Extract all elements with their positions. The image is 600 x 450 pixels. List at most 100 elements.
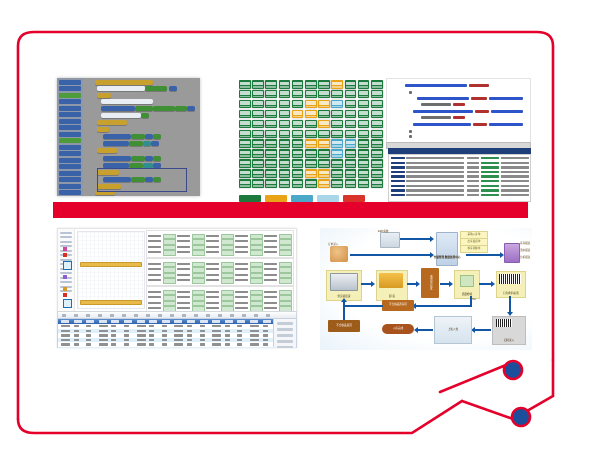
status-cell[interactable] <box>252 99 264 109</box>
status-cell[interactable] <box>371 80 383 89</box>
form-field-value[interactable] <box>221 267 234 273</box>
code-block[interactable] <box>131 156 145 161</box>
data-table[interactable] <box>57 318 297 348</box>
gantt-chart-grid[interactable] <box>77 231 145 309</box>
status-cell[interactable] <box>239 89 251 99</box>
status-cell[interactable] <box>252 129 264 139</box>
status-cell[interactable] <box>344 149 357 158</box>
code-block[interactable] <box>153 134 161 139</box>
form-field-value[interactable] <box>163 278 176 284</box>
status-cell[interactable] <box>239 149 251 158</box>
status-cell[interactable] <box>331 179 343 188</box>
status-cell[interactable] <box>318 159 330 168</box>
form-field-value[interactable] <box>192 250 205 256</box>
status-cell[interactable] <box>239 159 251 168</box>
code-block[interactable] <box>145 156 153 161</box>
code-block[interactable] <box>131 134 145 139</box>
palette-item[interactable] <box>59 138 81 143</box>
toolbar-button[interactable] <box>182 313 186 317</box>
status-cell[interactable] <box>278 129 291 139</box>
status-cell[interactable] <box>318 139 330 148</box>
status-cell[interactable] <box>357 109 370 119</box>
status-cell[interactable] <box>291 99 304 109</box>
toolbar-button[interactable] <box>194 313 198 317</box>
status-cell[interactable] <box>252 169 264 178</box>
status-cell[interactable] <box>305 169 317 178</box>
status-cell[interactable] <box>371 129 383 139</box>
form-field-value[interactable] <box>250 295 263 301</box>
code-block[interactable] <box>97 127 109 132</box>
palette-item[interactable] <box>59 183 81 189</box>
form-field-value[interactable] <box>163 239 176 245</box>
status-cell[interactable] <box>344 89 357 99</box>
status-cell[interactable] <box>344 109 357 119</box>
code-block[interactable] <box>153 156 161 161</box>
status-cell[interactable] <box>331 129 343 139</box>
status-cell[interactable] <box>371 89 383 99</box>
status-cell[interactable] <box>357 89 370 99</box>
status-cell[interactable] <box>265 179 277 188</box>
code-block[interactable] <box>103 156 131 161</box>
toolbar-button[interactable] <box>62 313 66 317</box>
status-cell[interactable] <box>278 119 291 129</box>
status-cell[interactable] <box>318 169 330 178</box>
palette-item[interactable] <box>59 125 81 130</box>
table-row[interactable] <box>58 347 296 348</box>
form-field-value[interactable] <box>221 295 234 301</box>
status-cell[interactable] <box>344 119 357 129</box>
status-cell[interactable] <box>252 139 264 148</box>
gantt-bar[interactable] <box>80 262 142 267</box>
status-cell[interactable] <box>278 159 291 168</box>
status-cell[interactable] <box>265 169 277 178</box>
status-cell[interactable] <box>239 179 251 188</box>
status-cell[interactable] <box>371 139 383 148</box>
palette-item[interactable] <box>59 164 81 169</box>
status-cell[interactable] <box>331 99 343 109</box>
status-cell[interactable] <box>305 89 317 99</box>
status-cell[interactable] <box>371 109 383 119</box>
status-cell[interactable] <box>239 139 251 148</box>
status-cell[interactable] <box>252 159 264 168</box>
status-cell[interactable] <box>305 179 317 188</box>
status-cell[interactable] <box>252 109 264 119</box>
status-cell[interactable] <box>371 149 383 158</box>
form-field-value[interactable] <box>192 295 205 301</box>
form-field-value[interactable] <box>221 250 234 256</box>
code-block[interactable] <box>129 141 143 146</box>
status-cell[interactable] <box>371 179 383 188</box>
toolbar-button[interactable] <box>74 313 78 317</box>
status-cell[interactable] <box>357 159 370 168</box>
form-field-value[interactable] <box>279 239 292 245</box>
code-block[interactable] <box>95 80 153 85</box>
form-field-value[interactable] <box>279 295 292 301</box>
toolbar-button[interactable] <box>158 313 162 317</box>
status-cell[interactable] <box>291 169 304 178</box>
code-block[interactable] <box>151 141 159 146</box>
form-field-value[interactable] <box>279 267 292 273</box>
palette-item[interactable] <box>59 99 81 104</box>
status-cell[interactable] <box>371 169 383 178</box>
table-column-header[interactable] <box>237 320 246 323</box>
table-column-header[interactable] <box>136 320 145 323</box>
side-panel-button[interactable] <box>277 328 293 331</box>
code-block[interactable] <box>101 99 153 104</box>
palette-item[interactable] <box>59 86 81 91</box>
status-cell[interactable] <box>239 169 251 178</box>
code-block[interactable] <box>97 120 127 125</box>
status-cell[interactable] <box>278 139 291 148</box>
gantt-form-pane[interactable] <box>146 230 295 312</box>
toolbar-button[interactable] <box>206 313 210 317</box>
status-cell[interactable] <box>265 129 277 139</box>
status-cell[interactable] <box>357 99 370 109</box>
code-block[interactable] <box>97 86 145 91</box>
form-field-value[interactable] <box>221 278 234 284</box>
code-block[interactable] <box>169 86 177 91</box>
toolbar-button[interactable] <box>110 313 114 317</box>
palette-item[interactable] <box>59 112 81 117</box>
tree-node[interactable] <box>60 231 72 234</box>
status-cell[interactable] <box>291 80 304 89</box>
status-cell[interactable] <box>357 169 370 178</box>
status-cell[interactable] <box>318 129 330 139</box>
code-block[interactable] <box>175 106 187 111</box>
code-block[interactable] <box>103 141 129 146</box>
